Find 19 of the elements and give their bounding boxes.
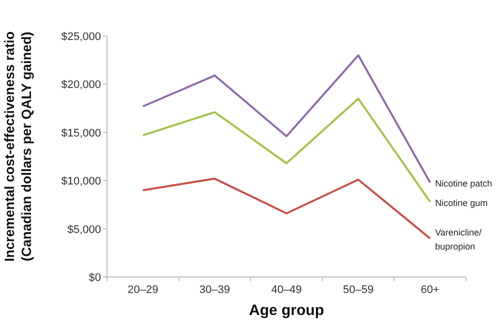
x-tick-label: 20–29 — [128, 284, 158, 296]
series-label: Nicotine patch — [435, 178, 492, 189]
series-label: Varenicline/ bupropion — [435, 227, 482, 252]
y-tick-label: $10,000 — [61, 176, 101, 188]
y-tick-label: $0 — [88, 272, 101, 284]
line-series — [142, 178, 432, 240]
x-tick-label: 50–59 — [343, 284, 374, 296]
y-tick-label: $20,000 — [61, 79, 101, 92]
line-series — [142, 98, 432, 203]
y-tick-label: $5,000 — [67, 224, 101, 236]
y-axis-title: Incremental cost-effectiveness ratio (Canadian dollars per QALY gained) — [2, 31, 34, 262]
y-tick-label: $15,000 — [61, 127, 101, 140]
y-tick-label: $25,000 — [61, 31, 101, 43]
x-tick-label: 30–39 — [199, 284, 230, 296]
series-label: Nicotine gum — [435, 198, 488, 208]
x-tick-label: 40–49 — [271, 284, 302, 296]
line-series — [142, 54, 432, 184]
x-tick-label: 60+ — [420, 284, 440, 296]
x-axis-title: Age group — [249, 302, 324, 319]
